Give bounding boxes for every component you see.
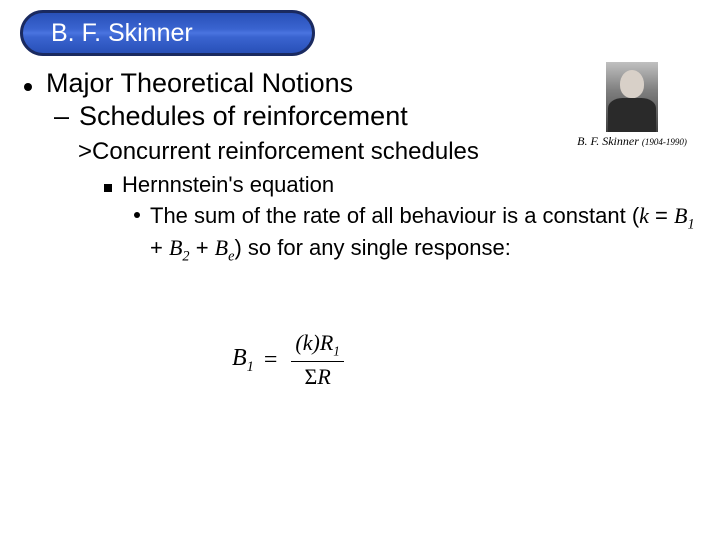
bullet-l2-row: – Schedules of reinforcement bbox=[54, 101, 704, 132]
l5-eq: = bbox=[649, 203, 674, 228]
content-area: Major Theoretical Notions – Schedules of… bbox=[16, 68, 704, 267]
title-pill: B. F. Skinner bbox=[20, 10, 315, 56]
eq-lhs-var: B bbox=[232, 345, 247, 371]
eq-equals: = bbox=[264, 347, 278, 374]
eq-sigma: Σ bbox=[305, 364, 318, 389]
eq-num-pre: (k)R bbox=[295, 330, 333, 355]
eq-numerator: (k)R1 bbox=[291, 330, 343, 362]
bullet-l5-row: The sum of the rate of all behaviour is … bbox=[134, 202, 704, 267]
heading-l2: Schedules of reinforcement bbox=[79, 101, 408, 132]
square-bullet-icon bbox=[104, 184, 112, 192]
eq-fraction: (k)R1 ΣR bbox=[291, 330, 343, 390]
eq-lhs: B1 bbox=[232, 345, 254, 376]
eq-lhs-sub: 1 bbox=[247, 359, 254, 375]
l5-post: ) so for any single response: bbox=[234, 235, 510, 260]
heading-l4: Hernnstein's equation bbox=[122, 172, 334, 198]
equation: B1 = (k)R1 ΣR bbox=[232, 330, 344, 390]
eq-den-var: R bbox=[317, 364, 330, 389]
dash-icon: – bbox=[54, 101, 69, 132]
small-dot-icon bbox=[134, 212, 140, 218]
heading-l3: >Concurrent reinforcement schedules bbox=[78, 138, 704, 166]
l5-k: k bbox=[639, 203, 649, 228]
l5-b1s: 1 bbox=[687, 216, 694, 232]
heading-l1: Major Theoretical Notions bbox=[46, 68, 353, 99]
l5-p1: + bbox=[150, 235, 169, 260]
l5-b2: B bbox=[169, 235, 182, 260]
eq-num-sub: 1 bbox=[333, 343, 340, 358]
heading-l5: The sum of the rate of all behaviour is … bbox=[150, 202, 704, 267]
l5-p2: + bbox=[190, 235, 215, 260]
bullet-l1-row: Major Theoretical Notions bbox=[16, 68, 704, 99]
bullet-l4-row: Hernnstein's equation bbox=[104, 172, 704, 198]
bullet-dot-icon bbox=[24, 83, 32, 91]
slide-title: B. F. Skinner bbox=[51, 19, 193, 48]
eq-denominator: ΣR bbox=[305, 362, 331, 390]
l5-pre: The sum of the rate of all behaviour is … bbox=[150, 203, 639, 228]
l5-be: B bbox=[215, 235, 228, 260]
l5-b2s: 2 bbox=[182, 249, 189, 265]
l5-b1: B bbox=[674, 203, 687, 228]
